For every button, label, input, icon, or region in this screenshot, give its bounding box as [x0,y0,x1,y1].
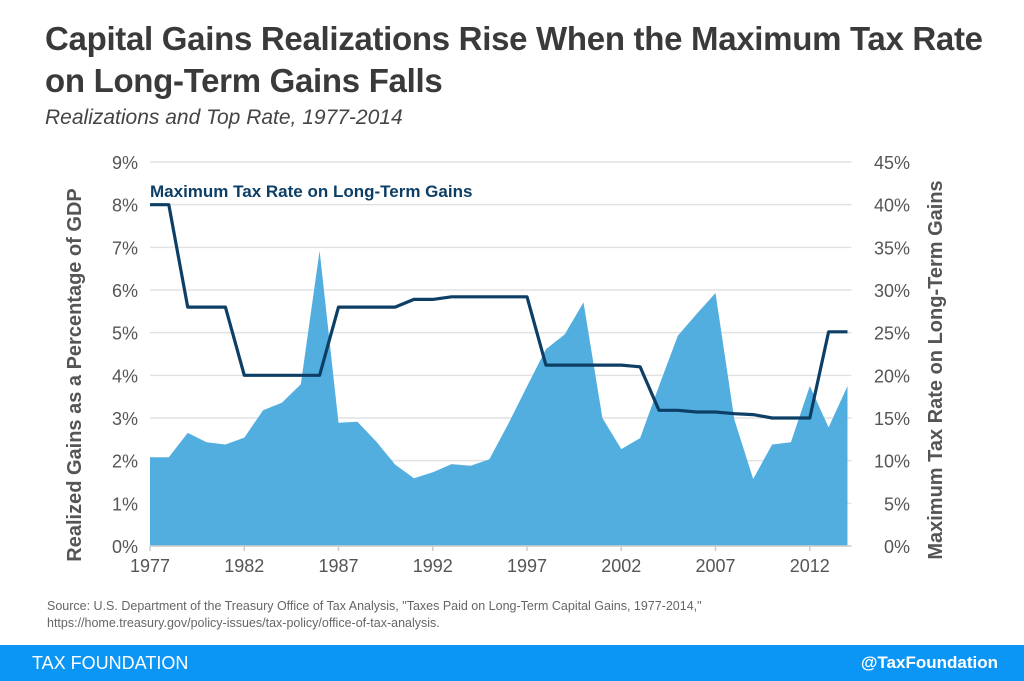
y-tick-label: 3% [112,409,138,429]
max-tax-rate-line [150,203,848,420]
source-line-1: Source: U.S. Department of the Treasury … [47,599,702,613]
y2-tick-label: 40% [874,196,910,216]
y-tick-label: 0% [112,537,138,557]
y2-tick-label: 45% [874,153,910,173]
y2-tick-label: 30% [874,281,910,301]
y2-tick-label: 20% [874,366,910,386]
y2-tick-label: 15% [874,409,910,429]
source-note: Source: U.S. Department of the Treasury … [47,598,702,632]
x-tick-label: 2012 [790,556,830,576]
y-tick-label: 1% [112,494,138,514]
x-tick-label: 2002 [601,556,641,576]
y-tick-label: 8% [112,196,138,216]
y2-tick-label: 0% [884,537,910,557]
footer-handle[interactable]: @TaxFoundation [860,653,998,672]
x-tick-label: 2007 [695,556,735,576]
y-tick-label: 9% [112,153,138,173]
chart-title: Capital Gains Realizations Rise When the… [45,20,983,99]
y-tick-label: 5% [112,324,138,344]
y-tick-label: 2% [112,452,138,472]
y-tick-label: 6% [112,281,138,301]
y2-tick-label: 10% [874,452,910,472]
chart: 0% 1% 2% 3% 4% 5% 6% 7% 8% 9% 0% 5% 10% 15% 20% 25% 30% 3… [64,153,947,576]
x-tick-label: 1997 [507,556,547,576]
source-url: https://home.treasury.gov/policy-issues/… [47,616,440,630]
x-tick-label: 1982 [224,556,264,576]
chart-subtitle: Realizations and Top Rate, 1977-2014 [45,106,403,129]
y2-tick-label: 35% [874,238,910,258]
y-tick-label: 7% [112,238,138,258]
footer-bar: TAX FOUNDATION @TaxFoundation [0,645,1024,681]
series-label-max-tax-rate: Maximum Tax Rate on Long-Term Gains [150,182,472,201]
x-tick-label: 1987 [318,556,358,576]
y2-tick-label: 5% [884,494,910,514]
y-axis-title: Realized Gains as a Percentage of GDP [64,188,86,561]
realized-gains-area [150,250,848,546]
y2-axis-title: Maximum Tax Rate on Long-Term Gains [925,180,947,559]
y-tick-label: 4% [112,366,138,386]
x-tick-label: 1992 [413,556,453,576]
x-tick-label: 1977 [130,556,170,576]
footer-brand: TAX FOUNDATION [32,653,189,673]
y2-tick-label: 25% [874,324,910,344]
